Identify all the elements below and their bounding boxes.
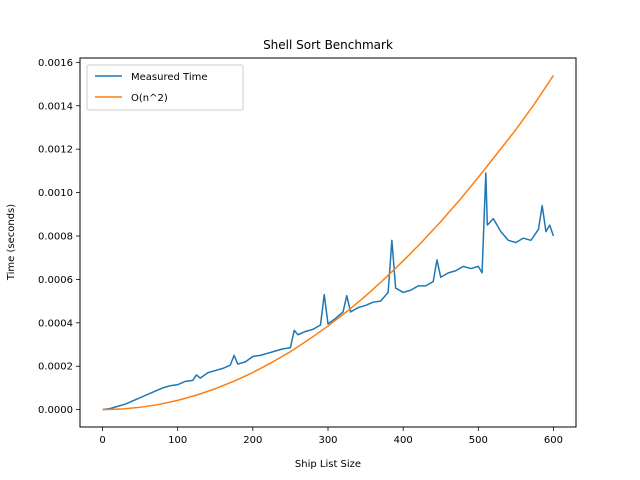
y-tick-label: 0.0002 (38, 362, 73, 373)
y-tick-label: 0.0000 (38, 405, 73, 416)
x-tick-label: 500 (469, 435, 488, 446)
legend-box (86, 64, 244, 111)
x-tick-label: 300 (318, 435, 337, 446)
y-tick-label: 0.0004 (38, 318, 73, 329)
series-layer (102, 74, 555, 411)
legend-label-measured-time: Measured Time (131, 72, 208, 83)
x-tick-label: 0 (99, 435, 105, 446)
y-tick-label: 0.0008 (38, 231, 73, 242)
y-ticks: 0.0000 0.0002 0.0004 0.0006 0.0008 0.0010 0.00… (38, 58, 80, 416)
y-tick-label: 0.0014 (38, 101, 73, 112)
y-tick-label: 0.0006 (38, 275, 73, 286)
x-tick-label: 400 (394, 435, 413, 446)
y-tick-label: 0.0016 (38, 58, 73, 69)
chart-title: Shell Sort Benchmark (263, 38, 393, 52)
plot-frame (79, 57, 577, 428)
x-tick-label: 200 (243, 435, 262, 446)
x-axis-label: Ship List Size (295, 459, 361, 470)
y-tick-label: 0.0010 (38, 188, 73, 199)
series-line-measured-time (102, 172, 555, 411)
x-tick-label: 600 (544, 435, 563, 446)
y-axis-label: Time (seconds) (6, 204, 17, 281)
x-tick-label: 100 (168, 435, 187, 446)
plot-area (80, 58, 576, 427)
legend-label-o-n-squared: O(n^2) (131, 93, 168, 104)
legend: Measured Time O(n^2) (86, 64, 244, 111)
y-tick-label: 0.0012 (38, 145, 73, 156)
x-ticks: 0 100 200 300 400 500 600 (99, 427, 563, 446)
series-line-o-n-squared (102, 74, 555, 411)
